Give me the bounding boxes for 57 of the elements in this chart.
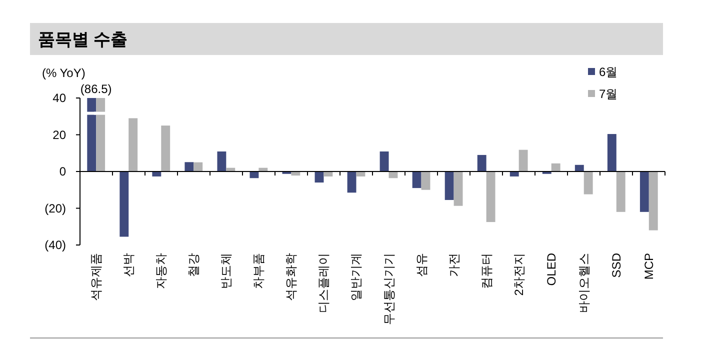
bar: [314, 172, 324, 183]
x-tick-label: 석유화학: [284, 253, 298, 301]
annotation: (86.5): [80, 82, 112, 96]
bar: [324, 172, 333, 176]
bar: [412, 172, 422, 188]
x-tick-label: 석유제품: [89, 253, 104, 301]
y-tick-label: 20: [52, 128, 66, 142]
y-tick-label: (20): [44, 201, 66, 216]
bar: [128, 118, 138, 172]
x-tick-label: 자동차: [154, 253, 168, 289]
legend-label: 7월: [599, 87, 618, 101]
y-tick-label: (40): [44, 238, 66, 252]
bar: [486, 172, 496, 222]
bar: [87, 98, 96, 172]
x-tick-label: 반도체: [219, 253, 234, 289]
bar: [380, 151, 389, 172]
x-tick-label: 철강: [186, 253, 201, 277]
bar: [616, 172, 626, 212]
y-tick-label: 0: [59, 164, 66, 178]
bar: [454, 172, 463, 206]
x-tick-label: 선박: [122, 253, 136, 277]
bar: [194, 162, 203, 172]
x-tick-label: MCP: [642, 253, 656, 280]
bar: [510, 172, 519, 176]
bar: [347, 172, 356, 193]
bar: [574, 164, 584, 172]
y-tick-label: 40: [52, 91, 66, 105]
x-tick-label: 차부품: [252, 253, 266, 289]
bar: [584, 172, 593, 194]
bar: [184, 162, 194, 172]
x-tick-label: OLED: [544, 252, 558, 286]
x-tick-label: 일반기계: [349, 253, 364, 301]
x-tick-label: 디스플레이: [316, 253, 331, 313]
legend-label: 6월: [599, 65, 618, 79]
x-tick-label: 가전: [446, 253, 461, 277]
x-tick-label: 바이오헬스: [576, 253, 591, 313]
bar: [444, 172, 454, 200]
bar: [648, 172, 658, 230]
bar: [152, 172, 162, 176]
x-tick-label: 2차전지: [512, 253, 526, 296]
bar: [477, 154, 486, 172]
x-tick-label: 컴퓨터: [479, 253, 494, 289]
bar: [356, 172, 366, 176]
chart-title: 품목별 수출: [38, 30, 128, 49]
bar: [217, 151, 226, 172]
bar: [161, 126, 170, 172]
x-tick-label: 무선통신기기: [382, 253, 396, 325]
y-axis-title: (% YoY): [42, 66, 86, 80]
x-tick-label: SSD: [609, 252, 624, 278]
bar: [551, 163, 560, 172]
bar: [640, 172, 649, 212]
bar: [518, 150, 528, 172]
bar: [607, 134, 616, 172]
bar: [120, 172, 129, 237]
bar: [421, 172, 430, 190]
bar: [250, 172, 259, 178]
x-tick-label: 섬유: [414, 253, 428, 277]
